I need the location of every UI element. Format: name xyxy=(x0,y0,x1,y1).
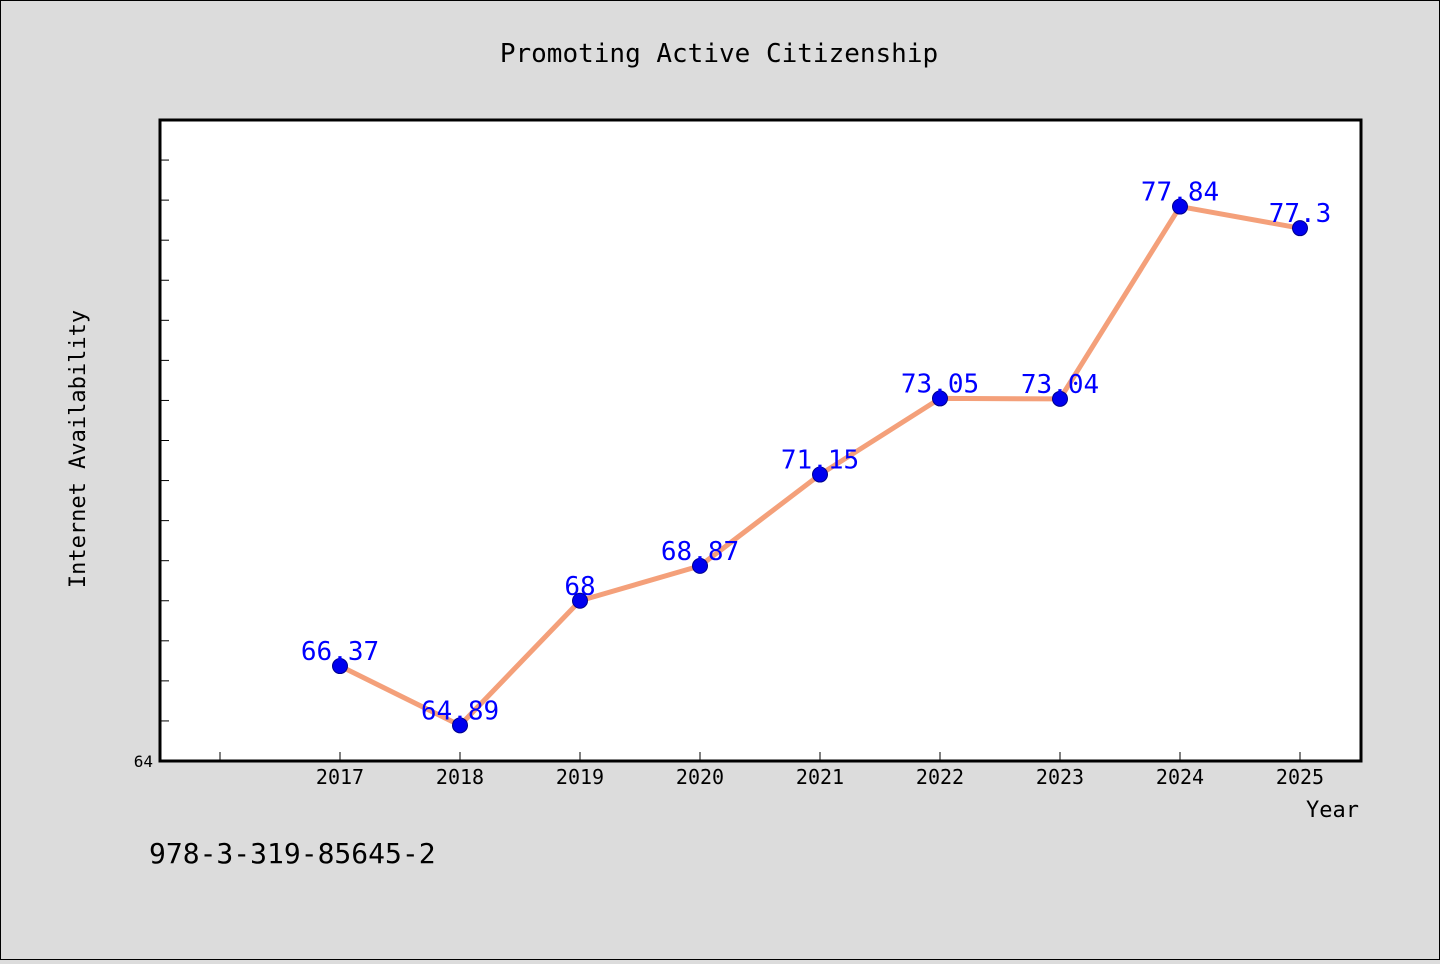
series-points-group xyxy=(332,198,1308,734)
data-point xyxy=(572,592,588,609)
series-labels-group: 66.37 64.89 68 68.87 71.15 73.05 73.04 77.84 77.… xyxy=(301,178,1331,727)
x-axis-label: Year xyxy=(1306,798,1359,823)
x-tick-label: 2020 xyxy=(676,765,724,789)
data-point xyxy=(1172,198,1188,215)
x-tick-label: 2022 xyxy=(916,765,964,789)
x-tick-label: 2019 xyxy=(556,765,604,789)
y-axis-ticks: 64 xyxy=(134,159,169,771)
data-point xyxy=(332,658,348,675)
data-point xyxy=(932,390,948,407)
x-axis-ticks: 2017 2018 2019 2020 2021 2022 2023 2024 2025 xyxy=(219,752,1324,789)
data-label: 64.89 xyxy=(421,696,499,726)
x-tick-label: 2023 xyxy=(1036,765,1084,789)
data-label: 66.37 xyxy=(301,637,379,667)
data-label: 68.87 xyxy=(661,537,739,567)
data-point xyxy=(812,466,828,483)
data-label: 77.3 xyxy=(1269,199,1332,229)
plot-area xyxy=(158,118,1363,763)
x-tick-label: 2018 xyxy=(436,765,484,789)
x-tick-label: 2025 xyxy=(1276,765,1324,789)
data-point xyxy=(1292,220,1308,237)
data-label: 68 xyxy=(564,572,595,602)
data-label: 77.84 xyxy=(1141,178,1219,208)
data-label: 73.05 xyxy=(901,369,979,399)
data-point xyxy=(452,717,468,734)
data-point xyxy=(1052,390,1068,407)
data-label: 71.15 xyxy=(781,446,859,476)
isbn-text: 978-3-319-85645-2 xyxy=(149,837,436,870)
data-label: 73.04 xyxy=(1021,370,1099,400)
data-point xyxy=(692,557,708,574)
chart-title: Promoting Active Citizenship xyxy=(500,39,938,69)
x-tick-label: 2017 xyxy=(316,765,364,789)
y-tick-label: 64 xyxy=(134,752,153,771)
x-tick-label: 2021 xyxy=(796,765,844,789)
x-tick-label: 2024 xyxy=(1156,765,1204,789)
y-axis-label: Internet Availability xyxy=(66,310,91,588)
